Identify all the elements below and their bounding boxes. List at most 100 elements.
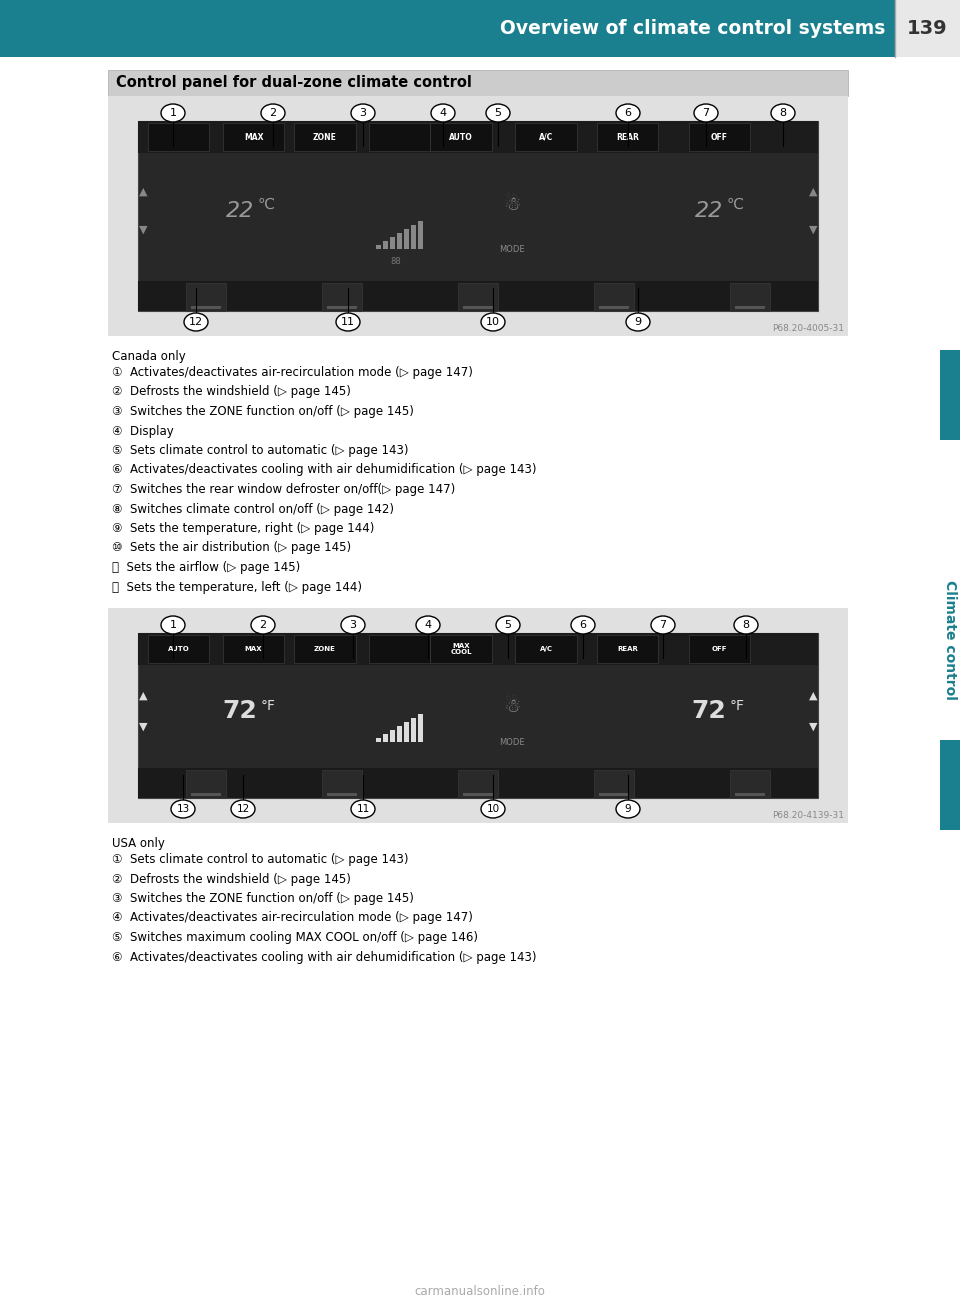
Text: ▲: ▲ (139, 691, 147, 700)
Ellipse shape (481, 312, 505, 331)
Bar (295, 635, 355, 663)
Bar (404, 723, 409, 742)
Ellipse shape (351, 799, 375, 818)
Text: ▲: ▲ (139, 186, 147, 197)
Text: P68.20-4005-31: P68.20-4005-31 (772, 324, 844, 333)
Text: ①  Activates/deactivates air-recirculation mode (▷ page 147): ① Activates/deactivates air-recirculatio… (112, 366, 473, 379)
Text: 13: 13 (177, 805, 190, 814)
Bar (108, 608, 848, 823)
Bar (370, 635, 430, 663)
Bar (108, 70, 848, 96)
Bar (463, 306, 493, 309)
Ellipse shape (626, 312, 650, 331)
Text: ☃: ☃ (503, 195, 520, 214)
Text: AUTO: AUTO (168, 646, 190, 652)
Text: ⑧  Switches climate control on/off (▷ page 142): ⑧ Switches climate control on/off (▷ pag… (112, 503, 394, 516)
Text: 8: 8 (780, 108, 786, 118)
Bar (223, 635, 284, 663)
Text: 5: 5 (494, 108, 501, 118)
Text: ☃: ☃ (503, 697, 520, 716)
Text: °F: °F (260, 699, 276, 713)
Ellipse shape (251, 616, 275, 634)
Bar (940, 740, 960, 829)
Bar (411, 719, 416, 742)
Bar (516, 635, 577, 663)
Text: 12: 12 (189, 316, 204, 327)
Bar (397, 233, 402, 249)
Text: 12: 12 (236, 805, 250, 814)
Bar (108, 96, 848, 336)
Text: A/C: A/C (540, 646, 553, 652)
Ellipse shape (171, 799, 195, 818)
Text: ⑤  Switches maximum cooling MAX COOL on/off (▷ page 146): ⑤ Switches maximum cooling MAX COOL on/o… (112, 931, 478, 944)
Text: ⑤  Sets climate control to automatic (▷ page 143): ⑤ Sets climate control to automatic (▷ p… (112, 444, 409, 457)
Text: AUTO: AUTO (449, 133, 473, 142)
Bar (148, 122, 209, 151)
Bar (730, 283, 770, 311)
Text: MAX: MAX (245, 646, 262, 652)
Text: 22: 22 (226, 201, 254, 220)
Bar (404, 229, 409, 249)
Text: ⑨  Sets the temperature, right (▷ page 144): ⑨ Sets the temperature, right (▷ page 14… (112, 522, 374, 535)
Bar (186, 283, 226, 311)
Bar (327, 306, 357, 309)
Text: ZONE: ZONE (313, 133, 337, 142)
Bar (322, 283, 362, 311)
Bar (0, 0, 895, 57)
Text: ▼: ▼ (808, 225, 817, 234)
Bar (411, 225, 416, 249)
Text: ▼: ▼ (808, 721, 817, 732)
Bar (383, 734, 388, 742)
Bar (735, 793, 765, 796)
Text: ℃: ℃ (257, 197, 275, 212)
Ellipse shape (571, 616, 595, 634)
Text: MODE: MODE (499, 245, 525, 254)
Ellipse shape (184, 312, 208, 331)
Text: Canada only: Canada only (112, 350, 185, 363)
Text: A/C: A/C (539, 133, 553, 142)
Bar (327, 793, 357, 796)
Bar (597, 635, 659, 663)
Text: MODE: MODE (499, 738, 525, 747)
Text: ③  Switches the ZONE function on/off (▷ page 145): ③ Switches the ZONE function on/off (▷ p… (112, 405, 414, 418)
Text: 9: 9 (625, 805, 632, 814)
Bar (138, 633, 818, 665)
Text: ZONE: ZONE (314, 646, 336, 652)
Bar (390, 730, 395, 742)
Ellipse shape (486, 104, 510, 122)
Bar (458, 283, 498, 311)
Ellipse shape (416, 616, 440, 634)
Ellipse shape (161, 616, 185, 634)
Text: ⑫  Sets the temperature, left (▷ page 144): ⑫ Sets the temperature, left (▷ page 144… (112, 581, 362, 594)
Text: 7: 7 (703, 108, 709, 118)
Bar (458, 769, 498, 798)
Bar (186, 769, 226, 798)
Bar (138, 121, 818, 154)
Text: 11: 11 (341, 316, 355, 327)
Text: Overview of climate control systems: Overview of climate control systems (499, 20, 885, 38)
Ellipse shape (351, 104, 375, 122)
Bar (191, 306, 221, 309)
Bar (463, 793, 493, 796)
Bar (295, 122, 355, 151)
Bar (370, 122, 430, 151)
Text: 9: 9 (635, 316, 641, 327)
Text: 88: 88 (391, 256, 401, 266)
Text: 4: 4 (440, 108, 446, 118)
Text: ①  Sets climate control to automatic (▷ page 143): ① Sets climate control to automatic (▷ p… (112, 853, 409, 866)
Text: ℃: ℃ (727, 197, 744, 212)
Text: MAX
COOL: MAX COOL (450, 642, 471, 655)
Text: carmanualsonline.info: carmanualsonline.info (415, 1285, 545, 1298)
Text: ⑩  Sets the air distribution (▷ page 145): ⑩ Sets the air distribution (▷ page 145) (112, 542, 351, 555)
Text: Climate control: Climate control (943, 581, 957, 700)
Text: ②  Defrosts the windshield (▷ page 145): ② Defrosts the windshield (▷ page 145) (112, 872, 350, 885)
Text: OFF: OFF (711, 646, 727, 652)
Text: 72: 72 (223, 699, 257, 724)
Ellipse shape (771, 104, 795, 122)
Text: ▼: ▼ (139, 721, 147, 732)
Text: 2: 2 (270, 108, 276, 118)
Bar (138, 121, 818, 311)
Bar (895, 0, 960, 57)
Text: ▲: ▲ (808, 186, 817, 197)
Ellipse shape (734, 616, 758, 634)
